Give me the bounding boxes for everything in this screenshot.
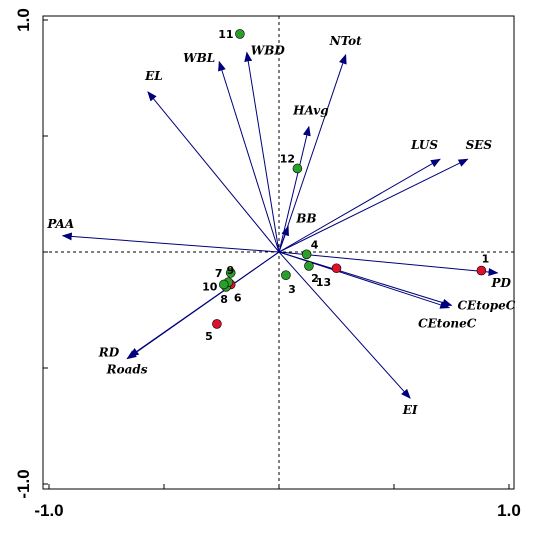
- sample-point-13: [331, 263, 342, 274]
- sample-point-label-7: 7: [215, 267, 223, 280]
- sample-point-2: [304, 261, 314, 271]
- vector-label-ses: SES: [466, 138, 493, 152]
- vector-arrow-wbl: [218, 60, 280, 253]
- sample-point-label-2: 2: [311, 272, 319, 285]
- sample-point-5: [212, 319, 222, 329]
- y-tick-label: 1.0: [14, 8, 33, 32]
- sample-point-label-13: 13: [316, 276, 331, 289]
- sample-point-label-1: 1: [482, 253, 490, 266]
- sample-point-label-12: 12: [280, 152, 295, 165]
- sample-point-3: [281, 270, 291, 281]
- vector-arrow-lus: [278, 158, 441, 253]
- vector-label-ntot: NTot: [329, 34, 363, 48]
- vector-arrow-pd: [278, 251, 499, 277]
- sample-point-10: [219, 279, 229, 290]
- vector-arrow-roads: [128, 251, 280, 357]
- vector-label-ei: EI: [402, 403, 418, 417]
- vector-label-pd: PD: [491, 276, 512, 290]
- vector-arrow-cetonec: [278, 251, 451, 309]
- vector-arrow-bb: [278, 225, 289, 253]
- vector-label-paa: PAA: [46, 217, 74, 231]
- vector-arrow-el: [147, 91, 280, 253]
- sample-point-label-3: 3: [288, 283, 296, 296]
- sample-point-label-5: 5: [205, 330, 213, 343]
- vector-arrow-ei: [278, 251, 411, 399]
- vector-label-el: EL: [144, 69, 163, 83]
- vector-arrow-havg: [278, 125, 311, 253]
- vector-arrow-wbd: [244, 51, 280, 253]
- vector-label-lus: LUS: [410, 138, 438, 152]
- sample-point-label-11: 11: [218, 28, 233, 41]
- x-tick-label: 1.0: [497, 501, 521, 520]
- sample-point-4: [301, 249, 312, 260]
- vector-label-wbl: WBL: [183, 51, 215, 65]
- vector-label-roads: Roads: [106, 362, 148, 376]
- vector-label-rd: RD: [98, 346, 120, 360]
- vector-arrow-paa: [61, 232, 280, 253]
- sample-point-label-9: 9: [227, 264, 235, 277]
- vector-label-wbd: WBD: [251, 43, 286, 57]
- sample-point-11: [235, 29, 245, 39]
- vector-label-bb: BB: [295, 211, 316, 225]
- vector-label-havg: HAvg: [292, 104, 329, 118]
- sample-point-12: [292, 163, 303, 174]
- sample-point-label-10: 10: [202, 280, 218, 293]
- vector-label-cetonec: CEtoneC: [418, 317, 477, 331]
- vector-arrow-ses: [278, 158, 469, 253]
- sample-point-7: [225, 268, 236, 278]
- x-tick-label: -1.0: [34, 501, 63, 520]
- sample-point-label-8: 8: [220, 293, 228, 306]
- sample-point-1: [476, 265, 487, 276]
- sample-point-label-4: 4: [311, 238, 319, 251]
- vector-label-cetopec: CEtopeC: [458, 298, 516, 312]
- y-tick-label: -1.0: [14, 469, 33, 498]
- sample-point-label-6: 6: [234, 291, 242, 304]
- vector-arrow-ntot: [278, 53, 347, 253]
